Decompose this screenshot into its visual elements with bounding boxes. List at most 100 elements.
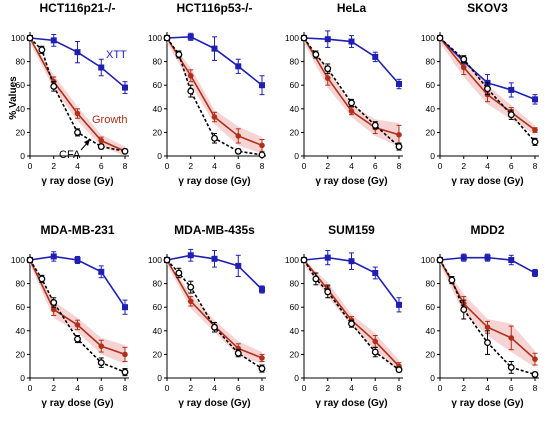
y-tick-label: 20 [426,349,436,359]
xtt-data-point [532,269,538,276]
xtt-data-point [508,86,515,93]
x-tick-label: 0 [28,161,33,171]
cfa-data-point [211,134,218,142]
growth-annotation: Growth [92,114,127,126]
xtt-data-point [122,84,128,91]
xtt-data-point [372,269,379,276]
cfa-data-point [448,276,456,284]
xtt-data-point [508,257,515,263]
x-axis-label: γ ray dose (Gy) [41,398,113,409]
cfa-data-point [121,147,129,155]
x-tick-label: 0 [302,161,307,171]
x-tick-label: 6 [236,161,241,171]
x-axis-label: γ ray dose (Gy) [178,176,250,187]
chart-panel: SUM159 0 20 40 60 80 100 0 2 4 6 8 γ ray dose (Gy) [285,223,403,409]
x-axis-label: γ ray dose (Gy) [178,398,250,409]
cfa-series-line [439,259,536,376]
growth-data-point [484,324,491,331]
y-tick-label: 20 [426,127,436,137]
x-tick-label: 0 [438,383,443,393]
cfa-data-point [74,128,81,136]
cfa-data-point [74,335,81,343]
x-tick-label: 4 [75,383,80,393]
x-tick-label: 8 [397,383,402,393]
cfa-data-point [507,363,515,371]
chart-panel: MDA-MB-435s 0 20 40 60 80 100 0 2 4 6 8 γ ray dose (… [148,223,266,409]
growth-data-point [396,131,402,138]
x-tick-label: 2 [461,383,466,393]
cfa-data-point [50,299,58,306]
growth-data-point [98,343,105,349]
xtt-data-point [372,53,379,60]
x-axis-label: γ ray dose (Gy) [315,176,387,187]
x-tick-label: 0 [438,161,443,171]
growth-data-point [259,355,265,361]
cfa-series-line [166,259,263,370]
x-tick-label: 0 [165,161,170,171]
xtt-data-point [324,36,331,43]
x-tick-label: 8 [397,161,402,171]
cfa-data-point [484,85,491,93]
x-tick-label: 2 [51,383,56,393]
x-tick-label: 2 [188,383,193,393]
x-tick-label: 2 [461,161,466,171]
growth-data-point [98,137,105,144]
xtt-data-point [532,96,538,103]
x-tick-label: 6 [373,383,378,393]
xtt-data-point [122,304,128,311]
y-tick-label: 100 [148,33,162,43]
cfa-series-line [303,259,400,371]
panel-title: MDA-MB-231 [40,223,114,237]
panel-title: MDD2 [470,223,504,237]
growth-error-band [30,38,125,156]
y-tick-label: 0 [294,373,299,383]
growth-data-point [211,114,218,120]
y-tick-label: 60 [290,80,300,90]
y-tick-label: 60 [426,80,436,90]
y-tick-label: 20 [16,127,26,137]
panel-title: SUM159 [328,223,375,237]
growth-data-point [324,75,331,81]
y-tick-label: 60 [290,302,300,312]
growth-data-point [532,356,538,362]
xtt-data-point [396,301,402,308]
chart-panel: MDA-MB-231 0 20 40 60 80 100 0 2 4 6 8 γ ray dose (G… [11,223,129,409]
xtt-data-point [187,33,194,40]
xtt-data-point [98,268,105,275]
xtt-data-point [211,45,218,52]
y-tick-label: 40 [426,104,436,114]
x-tick-label: 8 [260,383,265,393]
cfa-data-point [175,269,183,277]
xtt-data-point [50,253,57,260]
y-tick-label: 20 [290,127,300,137]
y-tick-label: 40 [290,104,300,114]
x-tick-label: 4 [485,161,490,171]
y-tick-label: 0 [20,373,25,383]
cfa-data-point [38,46,46,54]
y-tick-label: 60 [16,302,26,312]
cfa-data-point [395,366,403,374]
growth-error-band [304,38,399,147]
x-tick-label: 2 [51,161,56,171]
y-axis-label: % Values [8,76,19,120]
cfa-data-point [97,143,105,151]
y-tick-label: 100 [285,255,299,265]
cfa-data-point [300,256,308,264]
y-tick-label: 80 [153,279,163,289]
y-tick-label: 80 [153,57,163,67]
y-tick-label: 0 [157,151,162,161]
cfa-data-point [187,283,195,291]
panel-title: MDA-MB-435s [174,223,255,237]
cfa-data-point [484,339,491,347]
y-tick-label: 40 [16,326,26,336]
cfa-data-point [38,275,46,283]
growth-data-point [235,133,242,139]
cfa-data-point [234,349,242,357]
chart-panel: HCT116p21-/- 0 20 40 60 80 100 0 2 4 6 8 γ ray dose … [11,1,129,187]
cfa-data-point [300,34,308,42]
y-tick-label: 60 [16,80,26,90]
growth-data-point [50,306,57,313]
cfa-series-line [29,37,126,153]
x-tick-label: 4 [75,161,80,171]
